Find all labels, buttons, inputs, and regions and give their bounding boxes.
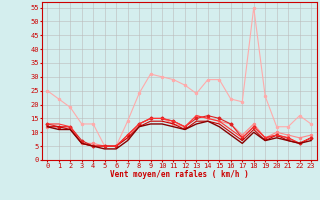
X-axis label: Vent moyen/en rafales ( km/h ): Vent moyen/en rafales ( km/h ) xyxy=(110,170,249,179)
